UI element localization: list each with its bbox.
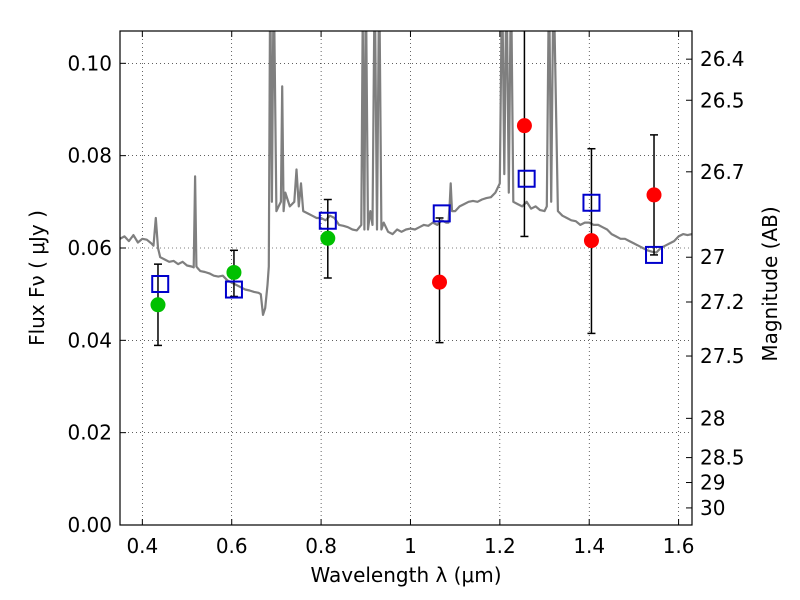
model-point	[432, 204, 451, 223]
y-tick-label: 0.00	[67, 513, 112, 537]
model-point	[318, 211, 337, 230]
plot-area	[120, 31, 692, 347]
grid-lines	[120, 31, 692, 526]
y2-tick-label: 28.5	[700, 446, 745, 470]
y2-tick-label: 27.2	[700, 290, 745, 314]
y2-tick-label: 26.7	[700, 160, 745, 184]
data-point	[320, 230, 336, 246]
axes-frame	[119, 30, 693, 526]
y2-tick-label: 29	[700, 471, 725, 495]
y-tick-label: 0.02	[67, 421, 112, 445]
model-point	[151, 275, 170, 294]
x-tick-label: 1.2	[484, 534, 516, 558]
y-tick-label: 0.10	[67, 51, 112, 75]
x-tick-label: 0.4	[126, 534, 158, 558]
y2-tick-label: 27.5	[700, 344, 745, 368]
y2-tick-label: 27	[700, 245, 725, 269]
y-tick-label: 0.06	[67, 236, 112, 260]
x-tick-label: 1	[404, 534, 417, 558]
y-axis-label: Flux Fν ( μJy )	[25, 210, 49, 346]
model-point	[582, 193, 601, 212]
axis-ticks: 0.4 0.6 0.8 1 1.2 1.4 1.6 0.00 0.02 0.04 0.06 0.08 0…	[67, 31, 745, 558]
data-point	[583, 233, 599, 249]
y2-tick-label: 30	[700, 496, 725, 520]
y2-tick-label: 26.5	[700, 88, 745, 112]
model-point	[224, 280, 243, 299]
spectrum-line	[120, 31, 692, 316]
y2-tick-label: 28	[700, 406, 725, 430]
model-point	[645, 245, 664, 264]
data-point	[516, 118, 532, 134]
x-axis-label: Wavelength λ (μm)	[310, 563, 501, 587]
data-point	[150, 297, 166, 313]
data-point	[432, 274, 448, 290]
model-point	[517, 169, 536, 188]
data-point	[646, 187, 662, 203]
y2-tick-label: 26.4	[700, 47, 745, 71]
secondary-y-axis-label: Magnitude (AB)	[758, 206, 782, 361]
plot-frame	[119, 30, 693, 526]
x-tick-label: 1.4	[573, 534, 605, 558]
y-tick-label: 0.08	[67, 144, 112, 168]
x-tick-label: 0.8	[305, 534, 337, 558]
x-tick-label: 0.6	[216, 534, 248, 558]
data-point	[226, 264, 242, 280]
y-tick-label: 0.04	[67, 328, 112, 352]
x-tick-label: 1.6	[663, 534, 695, 558]
